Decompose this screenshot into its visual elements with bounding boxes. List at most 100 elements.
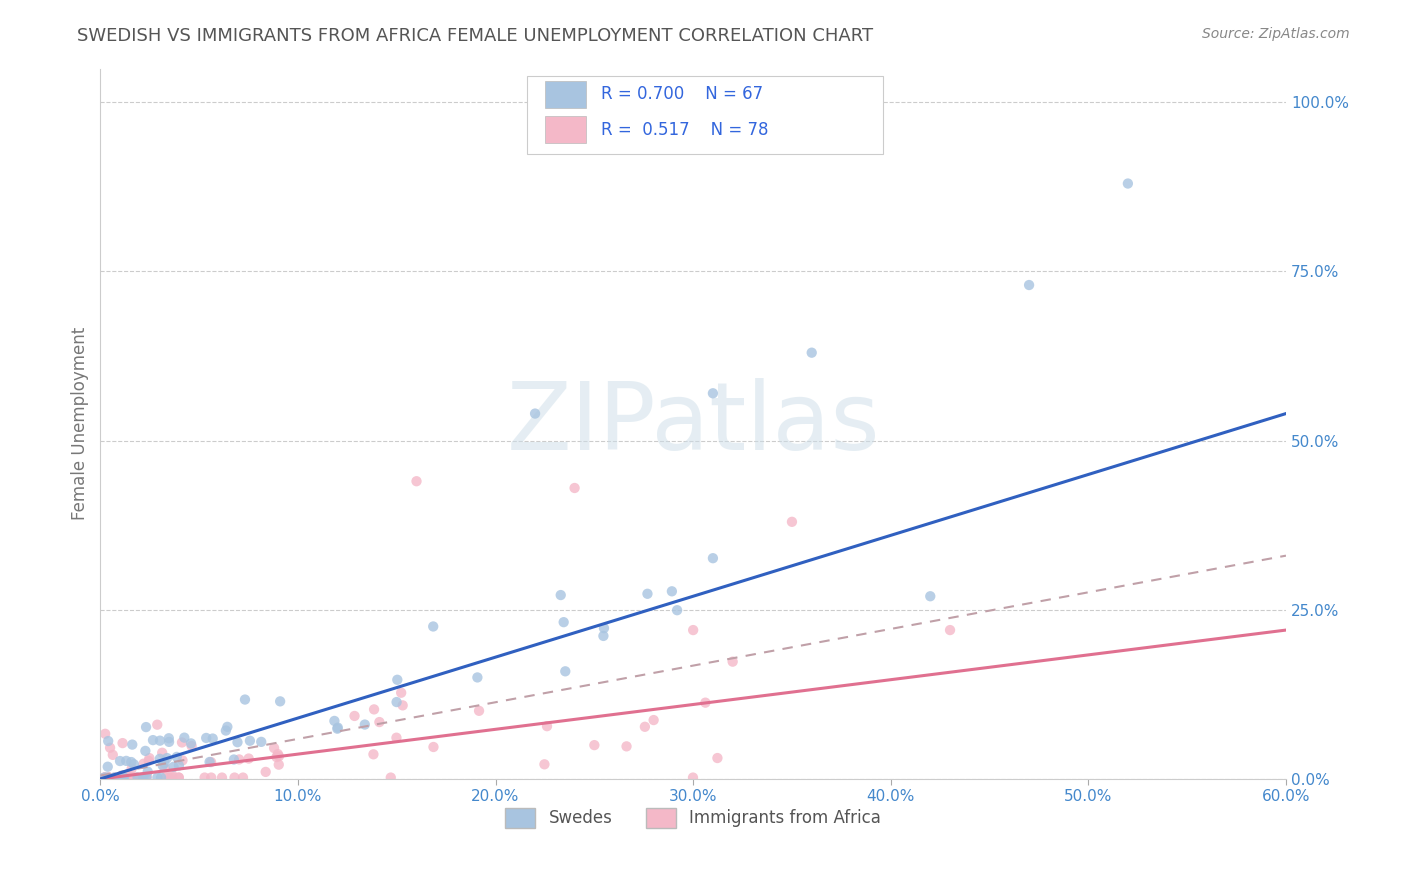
Point [553, 615, 575, 629]
Point [117, 771, 139, 785]
Point [920, 589, 942, 603]
Point [233, 692, 256, 706]
Point [583, 738, 606, 752]
Point [121, 771, 143, 785]
Point [156, 751, 179, 765]
Point [150, 746, 173, 760]
Point [173, 731, 195, 745]
Point [153, 756, 176, 770]
Point [98, 771, 121, 785]
Point [267, 757, 290, 772]
Point [132, 771, 155, 785]
Point [157, 731, 180, 746]
Point [101, 747, 124, 762]
Point [111, 771, 134, 785]
Point [118, 770, 141, 784]
Point [385, 695, 408, 709]
Point [121, 771, 143, 785]
Text: SWEDISH VS IMMIGRANTS FROM AFRICA FEMALE UNEMPLOYMENT CORRELATION CHART: SWEDISH VS IMMIGRANTS FROM AFRICA FEMALE… [77, 27, 873, 45]
Point [166, 750, 188, 764]
Point [162, 771, 184, 785]
Point [269, 694, 291, 708]
Point [661, 584, 683, 599]
Point [152, 758, 174, 772]
Point [616, 739, 638, 754]
Point [96, 771, 118, 785]
Point [721, 655, 744, 669]
Point [172, 753, 194, 767]
Point [135, 771, 157, 785]
Point [93, 771, 115, 785]
Point [780, 515, 803, 529]
Point [666, 603, 689, 617]
Point [121, 770, 143, 784]
Point [636, 587, 658, 601]
Point [634, 720, 657, 734]
Point [215, 723, 238, 738]
Bar [546, 80, 586, 108]
Point [387, 673, 409, 687]
Point [115, 754, 138, 768]
Point [592, 629, 614, 643]
Point [125, 771, 148, 785]
FancyBboxPatch shape [527, 76, 883, 153]
Point [153, 761, 176, 775]
Point [323, 714, 346, 728]
Point [536, 719, 558, 733]
Text: Source: ZipAtlas.com: Source: ZipAtlas.com [1202, 27, 1350, 41]
Point [343, 709, 366, 723]
Point [389, 686, 412, 700]
Point [363, 747, 385, 762]
Point [120, 755, 142, 769]
Text: R = 0.700    N = 67: R = 0.700 N = 67 [600, 85, 763, 103]
Point [353, 717, 375, 731]
Point [554, 665, 576, 679]
Point [201, 731, 224, 746]
Point [127, 771, 149, 785]
Point [422, 739, 444, 754]
Point [157, 771, 180, 785]
Point [167, 771, 190, 785]
Point [263, 741, 285, 756]
Point [134, 744, 156, 758]
Point [224, 771, 246, 785]
Point [385, 731, 408, 745]
Point [97, 771, 120, 785]
Point [363, 702, 385, 716]
Point [149, 733, 172, 747]
Point [180, 739, 202, 753]
Point [138, 751, 160, 765]
Point [146, 771, 169, 785]
Point [1116, 177, 1139, 191]
Point [326, 721, 349, 735]
Point [524, 407, 547, 421]
Point [150, 771, 173, 785]
Point [131, 771, 153, 785]
Point [238, 751, 260, 765]
Point [111, 736, 134, 750]
Point [121, 738, 143, 752]
Point [132, 756, 155, 771]
Point [135, 770, 157, 784]
Point [97, 771, 120, 785]
Legend: Swedes, Immigrants from Africa: Swedes, Immigrants from Africa [499, 801, 887, 835]
Point [222, 752, 245, 766]
Point [217, 720, 239, 734]
Point [939, 623, 962, 637]
Point [368, 714, 391, 729]
Point [93, 771, 115, 785]
Point [380, 771, 402, 785]
Point [180, 736, 202, 750]
Point [1018, 278, 1040, 293]
Point [422, 619, 444, 633]
Point [117, 768, 139, 782]
Point [643, 713, 665, 727]
Point [122, 757, 145, 772]
Text: ZIPatlas: ZIPatlas [506, 377, 880, 470]
Point [136, 764, 159, 779]
Point [800, 345, 823, 359]
Point [125, 771, 148, 785]
Point [98, 740, 121, 755]
Point [228, 752, 250, 766]
Point [138, 754, 160, 768]
